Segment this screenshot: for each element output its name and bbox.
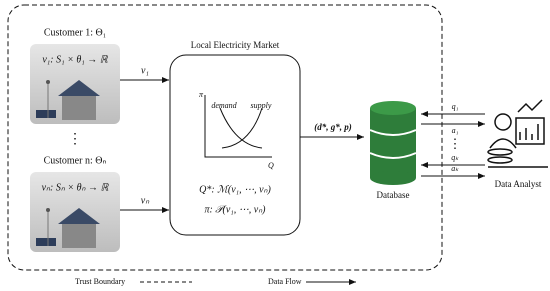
flow-label: (d*, g*, p) <box>314 122 352 132</box>
flow-label: vₙ <box>141 195 150 206</box>
analyst-icon <box>488 100 548 167</box>
legend-label: Trust Boundary <box>75 277 125 286</box>
market-rule: Q*: ℳ(v₁, ⋯, vₙ) <box>199 184 271 195</box>
customer-label: Customer 1: Θ₁ <box>44 27 106 38</box>
legend-label: Data Flow <box>268 277 302 286</box>
analyst-label: Data Analyst <box>495 179 542 189</box>
customer-function: v₁: S₁ × θ₁ → ℝ <box>42 54 108 65</box>
answer-label: a₁ <box>452 126 459 135</box>
database-label: Database <box>377 190 410 200</box>
customer-label: Customer n: Θₙ <box>44 155 107 166</box>
flow-label: v₁ <box>141 65 149 76</box>
ellipsis: ⋮ <box>449 136 462 151</box>
query-label: qₖ <box>451 153 459 162</box>
database-icon <box>370 101 416 185</box>
demand-curve <box>220 108 262 148</box>
supply-curve <box>222 108 262 148</box>
curve-label: supply <box>251 101 272 110</box>
ellipsis: ⋮ <box>68 132 82 147</box>
query-label: q₁ <box>452 102 459 111</box>
answer-label: aₖ <box>451 164 459 173</box>
curve-label: demand <box>211 101 237 110</box>
axis-label: π <box>199 90 204 99</box>
customer-function: vₙ: Sₙ × θₙ → ℝ <box>42 182 110 193</box>
axis-label: Q <box>268 161 274 170</box>
diagram: Customer 1: Θ₁ v₁: S₁ × θ₁ → ℝ ⋮ Custome… <box>0 0 550 291</box>
market-rule: π: 𝒫(v₁, ⋯, vₙ) <box>204 204 266 215</box>
market-title: Local Electricity Market <box>191 40 280 50</box>
